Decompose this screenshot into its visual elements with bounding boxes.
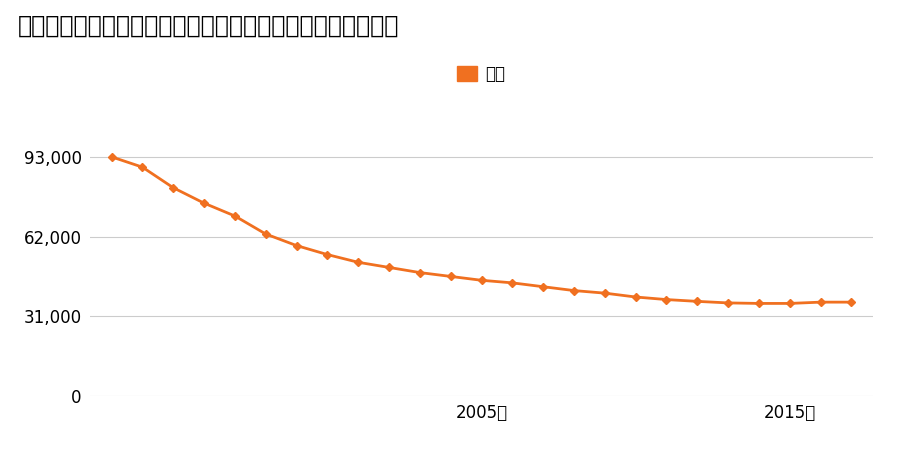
Text: 和歌山県那賀郡岩出町大字中迫字外野４３番２６の地価推移: 和歌山県那賀郡岩出町大字中迫字外野４３番２６の地価推移 (18, 14, 400, 37)
Legend: 価格: 価格 (451, 59, 512, 90)
